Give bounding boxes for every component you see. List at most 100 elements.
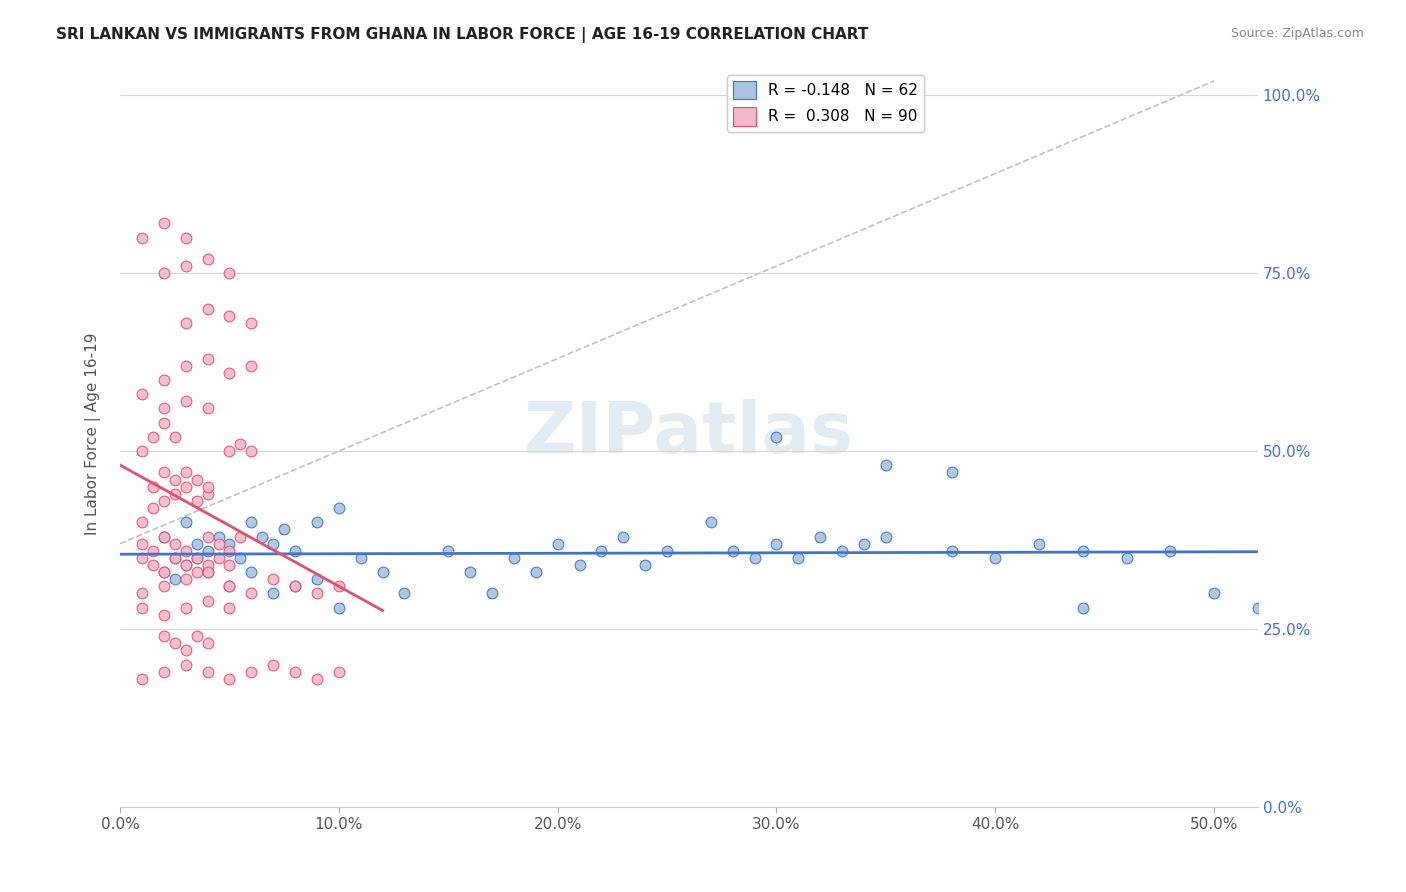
Text: SRI LANKAN VS IMMIGRANTS FROM GHANA IN LABOR FORCE | AGE 16-19 CORRELATION CHART: SRI LANKAN VS IMMIGRANTS FROM GHANA IN L…	[56, 27, 869, 43]
Point	[437, 543, 460, 558]
Point	[655, 543, 678, 558]
Point	[284, 665, 307, 679]
Point	[197, 252, 219, 266]
Point	[197, 558, 219, 572]
Point	[174, 359, 197, 373]
Point	[163, 430, 186, 444]
Point	[218, 366, 240, 380]
Point	[174, 259, 197, 273]
Point	[634, 558, 657, 572]
Point	[1247, 600, 1270, 615]
Point	[153, 579, 176, 593]
Legend: R = -0.148   N = 62, R =  0.308   N = 90: R = -0.148 N = 62, R = 0.308 N = 90	[727, 75, 924, 132]
Point	[131, 515, 153, 529]
Point	[186, 494, 208, 508]
Point	[765, 430, 787, 444]
Point	[153, 565, 176, 579]
Point	[394, 586, 416, 600]
Point	[186, 473, 208, 487]
Point	[229, 529, 252, 543]
Point	[240, 565, 263, 579]
Point	[174, 572, 197, 586]
Point	[197, 565, 219, 579]
Point	[305, 515, 328, 529]
Point	[744, 550, 766, 565]
Point	[1028, 536, 1050, 550]
Point	[1159, 543, 1181, 558]
Point	[218, 600, 240, 615]
Point	[547, 536, 569, 550]
Point	[174, 394, 197, 409]
Point	[524, 565, 547, 579]
Point	[197, 351, 219, 366]
Point	[153, 494, 176, 508]
Point	[186, 550, 208, 565]
Point	[481, 586, 503, 600]
Point	[197, 665, 219, 679]
Y-axis label: In Labor Force | Age 16-19: In Labor Force | Age 16-19	[86, 332, 101, 534]
Point	[186, 550, 208, 565]
Point	[207, 536, 229, 550]
Point	[153, 373, 176, 387]
Point	[174, 600, 197, 615]
Point	[197, 529, 219, 543]
Point	[207, 550, 229, 565]
Point	[305, 672, 328, 686]
Point	[875, 458, 897, 473]
Text: ZIPatlas: ZIPatlas	[524, 399, 853, 467]
Point	[218, 672, 240, 686]
Point	[197, 487, 219, 501]
Point	[350, 550, 373, 565]
Point	[1071, 543, 1094, 558]
Point	[218, 558, 240, 572]
Point	[1312, 586, 1334, 600]
Point	[284, 579, 307, 593]
Point	[174, 466, 197, 480]
Point	[153, 665, 176, 679]
Point	[284, 579, 307, 593]
Point	[503, 550, 526, 565]
Point	[174, 316, 197, 330]
Point	[142, 558, 165, 572]
Point	[197, 301, 219, 316]
Point	[153, 607, 176, 622]
Point	[197, 565, 219, 579]
Point	[700, 515, 723, 529]
Point	[153, 466, 176, 480]
Point	[131, 586, 153, 600]
Point	[371, 565, 394, 579]
Point	[229, 550, 252, 565]
Point	[174, 515, 197, 529]
Point	[941, 543, 963, 558]
Point	[252, 529, 274, 543]
Point	[218, 309, 240, 323]
Point	[229, 437, 252, 451]
Point	[808, 529, 831, 543]
Point	[186, 536, 208, 550]
Point	[131, 672, 153, 686]
Point	[142, 501, 165, 516]
Point	[328, 600, 350, 615]
Point	[186, 565, 208, 579]
Point	[197, 636, 219, 650]
Point	[131, 444, 153, 458]
Point	[328, 665, 350, 679]
Point	[163, 550, 186, 565]
Point	[328, 579, 350, 593]
Point	[186, 629, 208, 643]
Point	[153, 565, 176, 579]
Point	[831, 543, 853, 558]
Point	[240, 316, 263, 330]
Point	[153, 216, 176, 230]
Text: Source: ZipAtlas.com: Source: ZipAtlas.com	[1230, 27, 1364, 40]
Point	[174, 643, 197, 657]
Point	[941, 466, 963, 480]
Point	[131, 600, 153, 615]
Point	[875, 529, 897, 543]
Point	[131, 550, 153, 565]
Point	[153, 529, 176, 543]
Point	[240, 586, 263, 600]
Point	[197, 480, 219, 494]
Point	[284, 543, 307, 558]
Point	[262, 536, 284, 550]
